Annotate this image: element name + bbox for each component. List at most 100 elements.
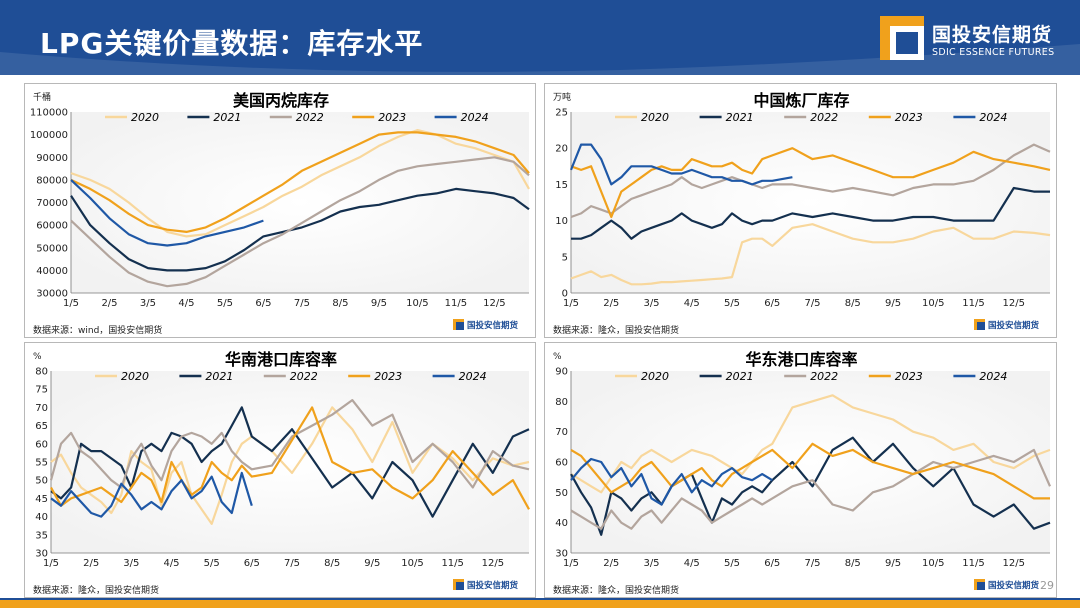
legend-label-2020: 2020 [641,370,669,383]
x-tick-label: 4/5 [684,558,700,569]
y-tick-label: 0 [562,289,568,300]
svg-text:国投安信期货: 国投安信期货 [467,580,519,591]
x-tick-label: 1/5 [63,298,79,309]
x-tick-label: 2/5 [101,298,117,309]
legend-label-2021: 2021 [726,370,754,383]
svg-text:国投安信期货: 国投安信期货 [988,580,1040,591]
x-tick-label: 10/5 [922,558,944,569]
logo-text-en: SDIC ESSENCE FUTURES [932,47,1055,58]
chart-panel-us-propane: 美国丙烷库存 千桶 30000 40000 50000 60000 70000 80000 90… [24,83,536,338]
y-tick-label: 45 [35,494,48,505]
y-tick-label: 75 [35,385,48,396]
series-line-2024 [50,471,253,518]
legend-label-2022: 2022 [810,370,838,383]
logo-text-cn: 国投安信期货 [932,24,1053,46]
x-tick-label: 5/5 [724,298,740,309]
legend-label-2020: 2020 [131,111,159,124]
legend-label-2021: 2021 [205,370,233,383]
x-tick-label: 2/5 [603,558,619,569]
y-tick-label: 20 [555,144,568,155]
x-tick-label: 6/5 [764,558,780,569]
watermark-logo: 国投安信期货 [974,319,1040,331]
chart-panel-south-china-port: 华南港口库容率% 30 35 40 45 50 55 60 65 70 75 80 1/5 2/5 3/5 4… [24,342,536,598]
y-tick-label: 80000 [36,175,68,186]
x-tick-label: 6/5 [244,558,260,569]
series-line-2024 [569,143,793,186]
y-tick-label: 35 [35,530,48,541]
x-tick-label: 1/5 [563,558,579,569]
header-banner: LPG关键价量数据：库存水平 国投安信期货 SDIC ESSENCE FUTUR… [0,0,1080,75]
y-tick-label: 30 [35,549,48,560]
y-tick-label: 40 [555,518,568,529]
x-tick-label: 8/5 [324,558,340,569]
svg-text:国投安信期货: 国投安信期货 [467,320,519,331]
x-tick-label: 8/5 [845,558,861,569]
watermark-logo: 国投安信期货 [453,579,519,591]
series-line-2024 [70,179,264,247]
y-tick-label: 50 [35,476,48,487]
y-unit-label: % [553,352,562,362]
x-tick-label: 4/5 [178,298,194,309]
x-tick-label: 6/5 [255,298,271,309]
series-line-2020 [570,223,1051,286]
x-tick-label: 1/5 [563,298,579,309]
legend-label-2020: 2020 [641,111,669,124]
chart-panel-east-china-port: 华东港口库容率% 30 40 50 60 70 80 90 1/5 2/5 3/5 4/5 5/5 6/5… [544,342,1057,598]
legend-label-2023: 2023 [895,370,923,383]
legend-label-2023: 2023 [378,111,406,124]
y-tick-label: 70 [35,403,48,414]
y-tick-label: 65 [35,421,48,432]
y-tick-label: 100000 [30,130,68,141]
series-line-2021 [571,186,1050,240]
series-line-2022 [49,398,530,489]
x-tick-label: 1/5 [43,558,59,569]
x-tick-label: 10/5 [406,298,428,309]
y-tick-label: 25 [555,108,568,119]
svg-text:国投安信期货: 国投安信期货 [988,320,1040,331]
y-tick-label: 70000 [36,198,68,209]
source-note: 数据来源：隆众，国投安信期货 [33,584,159,596]
legend-label-2024: 2024 [979,370,1007,383]
x-tick-label: 9/5 [364,558,380,569]
y-tick-label: 30000 [36,289,68,300]
y-unit-label: 千桶 [33,91,51,103]
legend-label-2024: 2024 [461,111,489,124]
x-tick-label: 10/5 [401,558,423,569]
chart-title: 中国炼厂库存 [753,91,849,110]
company-logo: 国投安信期货 SDIC ESSENCE FUTURES [880,16,1070,64]
x-tick-label: 8/5 [845,298,861,309]
source-note: 数据来源：wind，国投安信期货 [33,324,162,336]
x-tick-label: 3/5 [123,558,139,569]
x-tick-label: 12/5 [483,298,505,309]
header-decoration [0,44,1080,75]
y-tick-label: 40 [35,512,48,523]
series-line-2021 [570,436,1051,536]
y-tick-label: 30 [555,549,568,560]
x-tick-label: 4/5 [684,298,700,309]
legend-label-2023: 2023 [374,370,402,383]
x-tick-label: 5/5 [204,558,220,569]
chart-title: 华南港口库容率 [225,350,337,369]
x-tick-label: 12/5 [482,558,504,569]
chart-panel-china-refinery: 中国炼厂库存 万吨 0 5 10 15 20 25 1/5 2/5 3/5 4/5 5/5 6/5 7/5 8… [544,83,1057,338]
page-number: 29 [1040,579,1054,592]
x-tick-label: 9/5 [885,298,901,309]
y-tick-label: 50 [555,488,568,499]
plot-area [571,112,1050,293]
x-tick-label: 4/5 [163,558,179,569]
y-tick-label: 60000 [36,221,68,232]
x-tick-label: 9/5 [371,298,387,309]
legend-label-2024: 2024 [979,111,1007,124]
y-tick-label: 80 [555,397,568,408]
source-note: 数据来源：隆众，国投安信期货 [553,324,679,336]
x-tick-label: 11/5 [445,298,467,309]
x-tick-label: 11/5 [962,558,984,569]
x-tick-label: 2/5 [603,298,619,309]
series-line-2020 [70,128,530,238]
series-line-2020 [570,394,1051,494]
logo-icon [880,16,924,60]
x-tick-label: 7/5 [294,298,310,309]
y-tick-label: 90 [555,367,568,378]
chart-title: 美国丙烷库存 [233,91,329,110]
x-tick-label: 5/5 [217,298,233,309]
